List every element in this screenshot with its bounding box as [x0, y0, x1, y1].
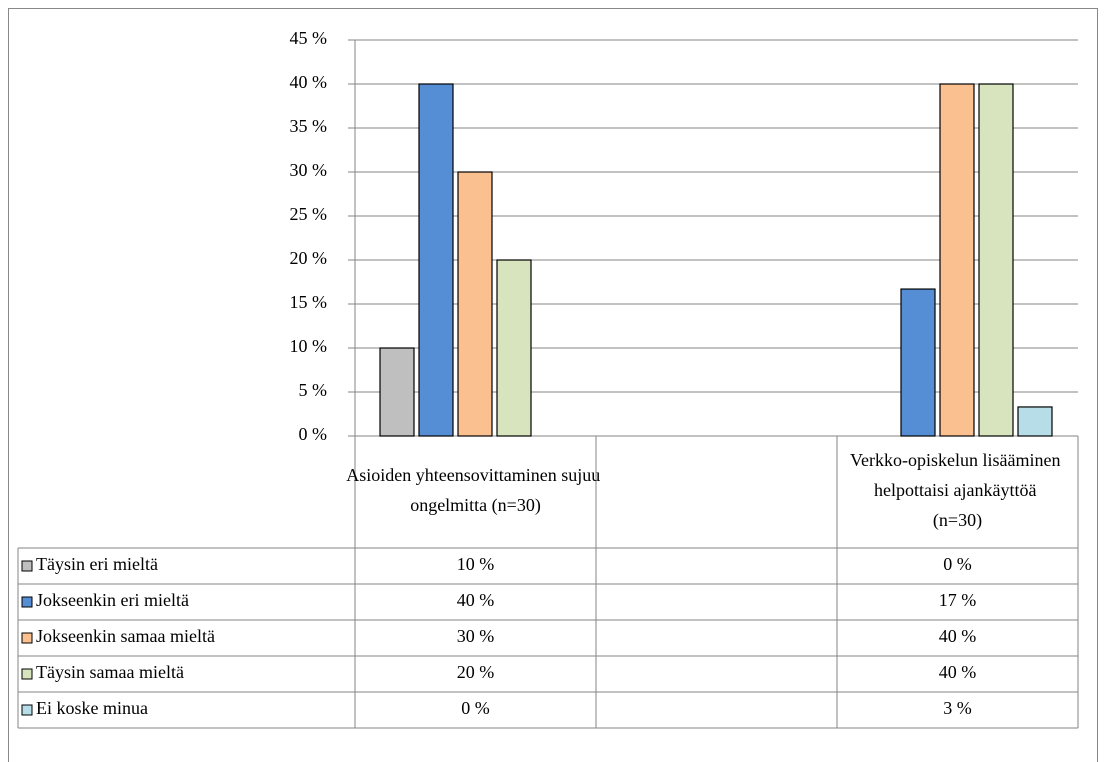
bar: [900, 288, 936, 437]
bar: [978, 83, 1014, 437]
y-tick-label: 20 %: [290, 248, 328, 268]
legend-key: [21, 704, 33, 716]
value-label: 3 %: [943, 698, 972, 718]
value-label: 40 %: [457, 590, 495, 610]
value-label: 10 %: [457, 554, 495, 574]
value-label: 40 %: [939, 662, 977, 682]
bar: [379, 347, 415, 437]
y-tick-label: 25 %: [290, 204, 328, 224]
y-tick-label: 45 %: [290, 28, 328, 48]
legend-key: [21, 596, 33, 608]
legend-key: [21, 560, 33, 572]
y-tick-label: 35 %: [290, 116, 328, 136]
legend-label: Täysin eri mieltä: [36, 554, 158, 574]
value-label: 40 %: [939, 626, 977, 646]
x-tick-label: Asioiden yhteensovittaminen sujuu ongelm…: [346, 465, 604, 516]
value-label: 30 %: [457, 626, 495, 646]
bar: [1017, 406, 1053, 437]
legend-label: Täysin samaa mieltä: [36, 662, 184, 682]
legend-key: [21, 668, 33, 680]
legend-key: [21, 632, 33, 644]
value-label: 17 %: [939, 590, 977, 610]
y-tick-label: 30 %: [290, 160, 328, 180]
x-tick-label: Verkko-opiskelun lisääminen helpottaisi …: [850, 450, 1065, 531]
chart-frame: [8, 8, 1098, 762]
y-tick-label: 5 %: [299, 380, 328, 400]
y-tick-label: 0 %: [299, 424, 328, 444]
bar: [418, 83, 454, 437]
legend-label: Jokseenkin samaa mieltä: [36, 626, 215, 646]
legend-label: Jokseenkin eri mieltä: [36, 590, 189, 610]
bar: [457, 171, 493, 437]
y-tick-label: 40 %: [290, 72, 328, 92]
value-label: 0 %: [943, 554, 972, 574]
y-tick-label: 15 %: [290, 292, 328, 312]
legend-label: Ei koske minua: [36, 698, 148, 718]
value-label: 0 %: [461, 698, 490, 718]
bar: [496, 259, 532, 437]
bar: [939, 83, 975, 437]
value-label: 20 %: [457, 662, 495, 682]
y-tick-label: 10 %: [290, 336, 328, 356]
